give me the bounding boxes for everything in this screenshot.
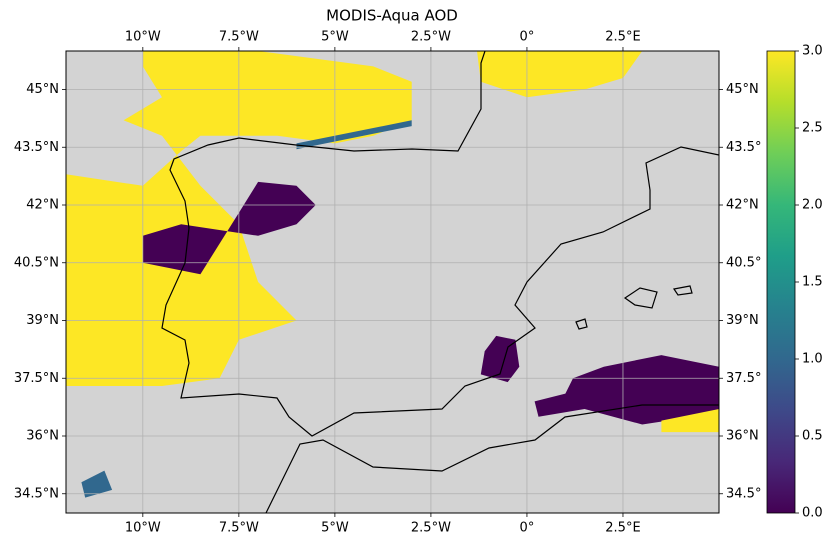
x-tick-label: 0° bbox=[520, 521, 535, 536]
x-tick-label: 7.5°W bbox=[219, 30, 259, 45]
y2-tick-label: 43.5° bbox=[726, 140, 761, 155]
x-tick-label: 10°W bbox=[125, 30, 161, 45]
colorbar-tick-label: 0.5 bbox=[802, 429, 823, 444]
y2-tick-label: 42°N bbox=[726, 198, 759, 213]
y-tick-label: 36°N bbox=[26, 429, 59, 444]
x-tick-label: 2.5°E bbox=[605, 521, 640, 536]
x-tick-label: 5°W bbox=[321, 521, 349, 536]
aod-patch bbox=[296, 120, 412, 150]
coastlines bbox=[161, 51, 719, 513]
y2-tick-label: 36°N bbox=[726, 429, 759, 444]
y-tick-label: 45°N bbox=[26, 82, 59, 97]
y-tick-label: 39°N bbox=[26, 313, 59, 328]
aod-patch bbox=[480, 335, 520, 383]
x-tick-label: 2.5°W bbox=[411, 521, 451, 536]
aod-patch bbox=[661, 409, 719, 433]
island bbox=[672, 285, 693, 296]
x-tick-label: 5°W bbox=[321, 30, 349, 45]
colorbar-tick-label: 2.5 bbox=[802, 121, 823, 136]
coastline bbox=[161, 51, 719, 437]
y-tick-label: 43.5°N bbox=[14, 140, 59, 155]
colorbar-tick-label: 2.0 bbox=[802, 198, 823, 213]
aod-patch bbox=[81, 470, 113, 498]
y-tick-label: 40.5°N bbox=[14, 255, 59, 270]
coastline bbox=[265, 404, 719, 513]
colorbar-tick-label: 3.0 bbox=[802, 44, 823, 59]
y2-tick-label: 45°N bbox=[726, 82, 759, 97]
island bbox=[575, 318, 588, 330]
island bbox=[623, 287, 658, 309]
y2-tick-label: 34.5° bbox=[726, 486, 761, 501]
colorbar-tick-label: 1.0 bbox=[802, 352, 823, 367]
aod-patch bbox=[534, 355, 719, 425]
chart-title: MODIS-Aqua AOD bbox=[326, 7, 458, 25]
x-tick-label: 2.5°W bbox=[411, 30, 451, 45]
map-frame bbox=[65, 50, 720, 514]
aod-patch bbox=[477, 51, 643, 98]
y-tick-label: 37.5°N bbox=[14, 371, 59, 386]
colorbar-tick-label: 1.5 bbox=[802, 275, 823, 290]
y2-tick-label: 37.5° bbox=[726, 371, 761, 386]
y2-tick-label: 39°N bbox=[726, 313, 759, 328]
x-tick-label: 0° bbox=[520, 30, 535, 45]
y-tick-label: 34.5°N bbox=[14, 486, 59, 501]
aod-patch bbox=[66, 51, 412, 386]
colorbar bbox=[766, 50, 796, 514]
x-tick-label: 10°W bbox=[125, 521, 161, 536]
x-tick-label: 2.5°E bbox=[605, 30, 640, 45]
y-tick-label: 42°N bbox=[26, 198, 59, 213]
x-tick-label: 7.5°W bbox=[219, 521, 259, 536]
y2-tick-label: 40.5° bbox=[726, 255, 761, 270]
colorbar-tick-label: 0.0 bbox=[802, 506, 823, 521]
graticule bbox=[66, 51, 719, 513]
